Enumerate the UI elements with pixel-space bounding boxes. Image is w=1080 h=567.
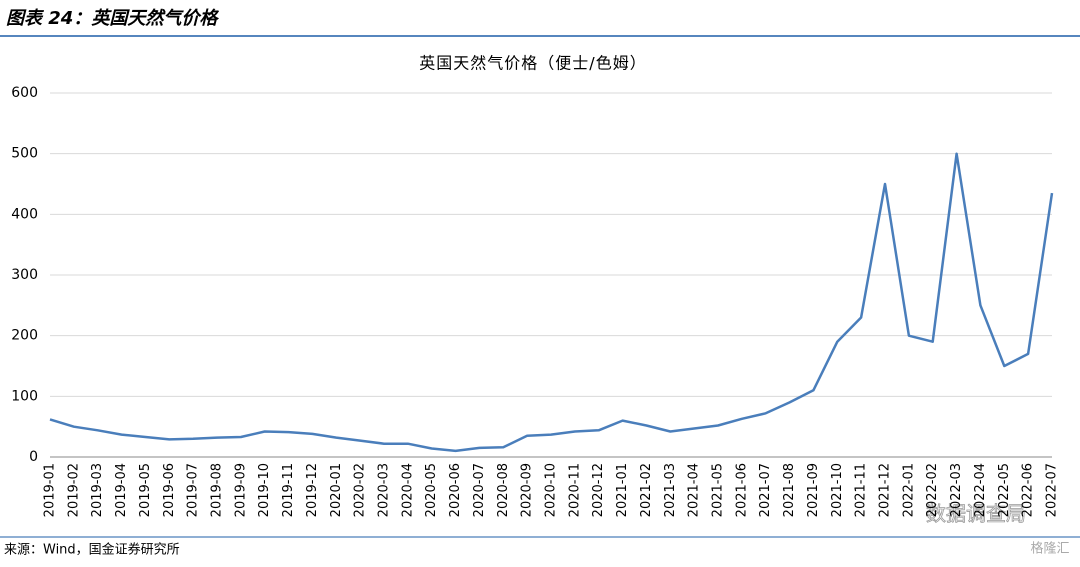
x-tick-label: 2019-09 [233,463,248,517]
x-tick-label: 2020-10 [544,463,559,517]
chart-title: 英国天然气价格（便士/色姆） [419,54,646,73]
x-tick-label: 2020-06 [448,463,463,517]
x-tick-label: 2021-10 [830,463,845,517]
line-series [49,152,1054,453]
x-tick-label: 2021-09 [806,463,821,517]
x-tick-label: 2022-02 [925,463,940,517]
x-tick-label: 2020-08 [496,463,511,517]
x-tick-label: 2021-12 [878,463,893,517]
x-tick-label: 2020-09 [520,463,535,517]
x-tick-label: 2022-01 [901,463,916,517]
x-tick-label: 2020-03 [377,463,392,517]
x-tick-label: 2021-08 [782,463,797,517]
x-tick-label: 2022-05 [997,463,1012,517]
y-tick-label: 500 [11,146,38,162]
x-tick-label: 2020-04 [400,463,415,517]
x-tick-label: 2021-06 [734,463,749,517]
x-tick-label: 2019-07 [186,463,201,517]
x-tick-label: 2019-12 [305,463,320,517]
source: 来源：Wind，国金证券研究所 [4,542,180,558]
x-tick-label: 2020-05 [424,463,439,517]
x-tick-label: 2020-01 [329,463,344,517]
x-tick-label: 2020-07 [472,463,487,517]
x-tick-label: 2021-01 [615,463,630,517]
y-tick-label: 400 [11,206,38,222]
x-tick-label: 2021-03 [663,463,678,517]
x-tick-label: 2020-11 [567,463,582,517]
y-tick-label: 100 [11,388,38,404]
x-tick-label: 2019-11 [281,463,296,517]
header-title: 图表 24：英国天然气价格 [6,8,219,29]
x-tick-label: 2019-05 [138,463,153,517]
y-tick-label: 600 [11,85,38,101]
x-tick-label: 2020-02 [353,463,368,517]
y-tick-label: 0 [29,449,38,465]
x-tick-label: 2022-03 [949,463,964,517]
watermark: 数据调查局 [926,502,1026,526]
plot: 0 100 200 300 400 500 600 2019-01 2019-02 2019-03… [11,85,1059,517]
x-tick-label: 2020-12 [591,463,606,517]
y-tick-label: 200 [11,328,38,344]
x-tick-label: 2022-04 [973,463,988,517]
x-tick-label: 2021-07 [758,463,773,517]
x-tick-label: 2019-03 [90,463,105,517]
x-tick-label: 2019-04 [114,463,129,517]
x-tick-label: 2019-08 [210,463,225,517]
x-tick-label: 2021-05 [711,463,726,517]
x-tick-label: 2019-01 [43,463,58,517]
x-tick-label: 2022-07 [1045,463,1060,517]
x-tick-label: 2022-06 [1021,463,1036,517]
x-tick-label: 2021-04 [687,463,702,517]
x-tick-label: 2021-02 [639,463,654,517]
watermark: 格隆汇 [1030,541,1069,557]
x-tick-label: 2019-02 [66,463,81,517]
y-tick-label: 300 [11,267,38,283]
x-tick-label: 2021-11 [854,463,869,517]
x-tick-label: 2019-06 [162,463,177,517]
x-tick-label: 2019-10 [257,463,272,517]
